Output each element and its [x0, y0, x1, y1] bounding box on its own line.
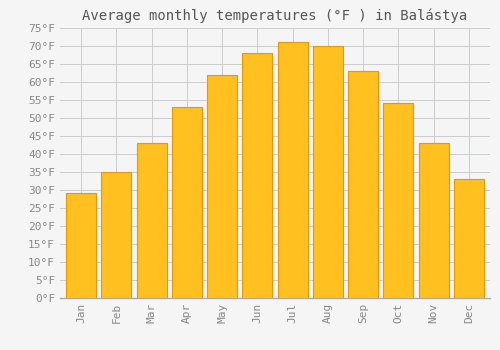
Bar: [313, 46, 343, 298]
Bar: [66, 193, 96, 298]
Bar: [454, 179, 484, 298]
Title: Average monthly temperatures (°F ) in Balástya: Average monthly temperatures (°F ) in Ba…: [82, 8, 468, 23]
Bar: [418, 143, 448, 298]
Bar: [348, 71, 378, 298]
Bar: [278, 42, 308, 298]
Bar: [207, 75, 237, 298]
Bar: [242, 53, 272, 298]
Bar: [172, 107, 202, 298]
Bar: [102, 172, 132, 298]
Bar: [384, 104, 414, 298]
Bar: [136, 143, 166, 298]
